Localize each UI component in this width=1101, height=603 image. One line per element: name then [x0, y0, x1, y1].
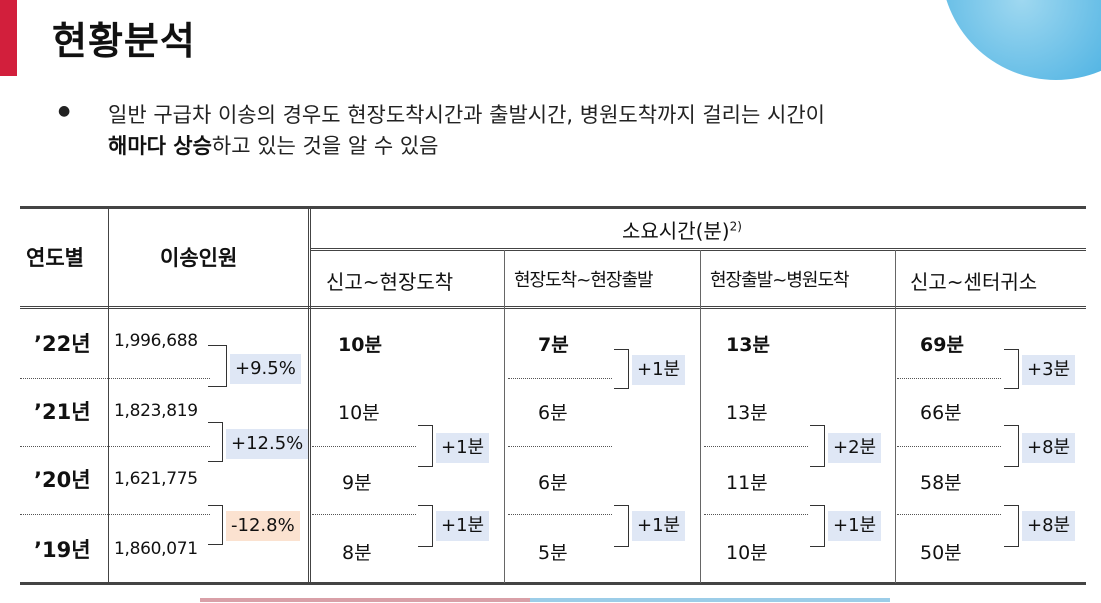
bottom-deco-blue	[530, 598, 890, 602]
row-sep-3e	[897, 514, 1001, 515]
c4-20: 58분	[920, 472, 962, 494]
bullet-line1: 일반 구급차 이송의 경우도 현장도착시간과 출발시간, 병원도착까지 걸리는 …	[108, 103, 825, 127]
count-19: 1,860,071	[114, 539, 198, 559]
col-divider-4	[700, 250, 701, 583]
header-bottom-border	[20, 306, 1086, 311]
row-sep-2e	[897, 446, 1001, 447]
c2-21: 6분	[538, 402, 568, 424]
table-bottom-border	[20, 582, 1086, 585]
title-accent-bar	[0, 0, 17, 76]
diff-c1-21-20: +1분	[436, 433, 490, 463]
row-sep-1	[20, 378, 210, 379]
header-col1: 신고~현장도착	[326, 270, 454, 294]
year-22: ’22년	[34, 332, 91, 356]
c1-22: 10분	[338, 334, 382, 356]
c4-21: 66분	[920, 402, 962, 424]
c3-21: 13분	[726, 402, 768, 424]
slide-title: 현황분석	[52, 19, 196, 63]
row-sep-3c	[508, 514, 612, 515]
header-col4: 신고~센터귀소	[910, 270, 1038, 294]
diff-c4-21-20: +8분	[1022, 433, 1076, 463]
bracket-c3-1	[810, 425, 825, 467]
row-sep-1b	[508, 378, 612, 379]
c2-20: 6분	[538, 472, 568, 494]
bracket-c4-2	[1004, 425, 1019, 467]
c2-19: 5분	[538, 542, 568, 564]
row-sep-2	[20, 446, 210, 447]
diff-c2-22-21: +1분	[632, 355, 686, 385]
col-divider-2	[308, 206, 311, 583]
col-divider-3	[504, 250, 505, 583]
diff-c3-21-20: +2분	[828, 433, 882, 463]
diff-count-20-19: -12.8%	[226, 511, 300, 541]
c2-22: 7분	[538, 334, 569, 356]
bracket-c2-1	[614, 349, 629, 389]
bracket-c1-1	[418, 425, 433, 467]
diff-count-21-20: +12.5%	[226, 429, 309, 459]
diff-c1-20-19: +1분	[436, 511, 490, 541]
diff-count-22-21: +9.5%	[230, 354, 301, 384]
row-sep-2b	[312, 446, 416, 447]
c4-19: 50분	[920, 542, 962, 564]
bracket-count-1	[208, 345, 227, 387]
count-20: 1,621,775	[114, 469, 198, 489]
c3-19: 10분	[726, 542, 768, 564]
row-sep-3d	[704, 514, 808, 515]
bullet-icon: ●	[58, 103, 71, 119]
bracket-c3-2	[810, 505, 825, 547]
header-time-group: 소요시간(분)2)	[622, 215, 742, 244]
c1-21: 10분	[338, 402, 380, 424]
row-sep-3	[20, 514, 210, 515]
c4-22: 69분	[920, 334, 964, 356]
count-21: 1,823,819	[114, 401, 198, 421]
c1-19: 8분	[342, 542, 372, 564]
row-sep-2c	[508, 446, 612, 447]
bullet-line2-rest: 하고 있는 것을 알 수 있음	[211, 134, 439, 158]
bracket-c4-3	[1004, 505, 1019, 547]
c3-20: 11분	[726, 472, 768, 494]
bullet-bold-text: 해마다 상승	[108, 134, 212, 158]
bracket-c4-1	[1004, 349, 1019, 389]
header-year: 연도별	[26, 246, 84, 270]
year-20: ’20년	[34, 468, 91, 492]
bullet-text: 일반 구급차 이송의 경우도 현장도착시간과 출발시간, 병원도착까지 걸리는 …	[108, 100, 1068, 162]
col-divider-5	[895, 250, 896, 583]
row-sep-1c	[897, 378, 1001, 379]
bracket-c2-2	[614, 505, 629, 547]
bracket-count-2	[208, 422, 223, 462]
diff-c3-20-19: +1분	[828, 511, 882, 541]
diff-c4-20-19: +8분	[1022, 511, 1076, 541]
count-22: 1,996,688	[114, 331, 198, 351]
bullet-line2: 해마다 상승하고 있는 것을 알 수 있음	[108, 131, 1068, 162]
col-divider-1	[108, 206, 109, 583]
diff-c4-22-21: +3분	[1022, 355, 1076, 385]
year-21: ’21년	[34, 400, 91, 424]
c3-22: 13분	[726, 334, 770, 356]
header-transport: 이송인원	[160, 246, 238, 270]
bottom-deco-red	[200, 598, 530, 602]
c1-20: 9분	[342, 472, 372, 494]
table-top-border	[20, 206, 1086, 209]
row-sep-3b	[312, 514, 416, 515]
diff-c2-20-19: +1분	[632, 511, 686, 541]
header-time-group-label: 소요시간(분)	[622, 219, 730, 243]
bracket-c1-2	[418, 505, 433, 547]
header-col3: 현장출발~병원도착	[710, 270, 850, 291]
row-sep-2d	[704, 446, 808, 447]
bracket-count-3	[208, 505, 223, 545]
header-sub-divider	[310, 248, 1086, 253]
header-time-group-sup: 2)	[729, 219, 742, 234]
header-col2: 현장도착~현장출발	[514, 270, 654, 291]
year-19: ’19년	[34, 538, 91, 562]
